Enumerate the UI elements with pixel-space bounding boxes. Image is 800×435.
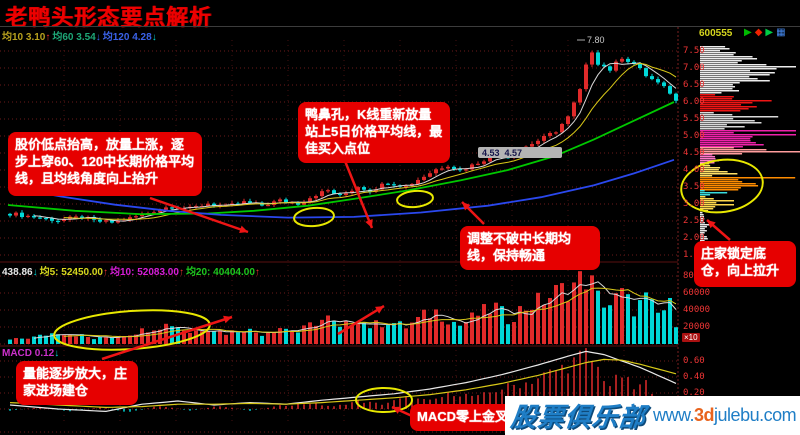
url-rest: julebu.com (714, 405, 797, 425)
annotation-box: 庄家锁定底仓，向上拉升 (694, 241, 796, 287)
indicator-label: 均60 3.54 (52, 32, 96, 43)
macd-indicator-row: MACD 0.12↓ (2, 348, 61, 359)
signal-icon[interactable]: ◆ (754, 27, 763, 38)
tooltip-value-right: 4.57 (504, 147, 523, 158)
trend-arrow-icon: ↓ (32, 267, 38, 278)
axis-tick-label: 3.50 (683, 182, 705, 192)
indicator-label: 均20: 40404.00 (185, 267, 255, 278)
indicator-label: 均5: 52450.00 (39, 267, 103, 278)
page-title: 老鸭头形态要点解析 (5, 5, 213, 30)
axis-tick-label: 60000 (683, 288, 711, 298)
axis-tick-label: 0.20 (683, 388, 705, 398)
watermark-brand: 股票俱乐部 (509, 402, 648, 432)
trend-arrow-icon: ↓ (54, 348, 60, 359)
indicator-label: 438.86 (2, 267, 33, 278)
axis-tick-label: 3.00 (683, 199, 705, 209)
flag-icon[interactable]: ▶ (744, 27, 752, 38)
title-divider (0, 26, 800, 27)
volume-indicator-row: 438.86↓ 均5: 52450.00↑ 均10: 52083.00↑ 均20: 4… (2, 263, 262, 278)
axis-tick-label: 6.00 (683, 97, 705, 107)
ma-indicator-row: 均10 3.10↑ 均60 3.54↓ 均120 4.28↓ (2, 28, 159, 43)
axis-tick-label: 5.00 (683, 131, 705, 141)
axis-tick-label: 40000 (683, 305, 711, 315)
trend-arrow-icon: ↓ (95, 32, 101, 43)
trend-arrow-icon: ↑ (178, 267, 184, 278)
axis-tick-label: 0.40 (683, 372, 705, 382)
tooltip-value-left: 4.53 (482, 147, 500, 158)
annotation-box: 量能逐步放大，庄家进场建仓 (16, 361, 138, 405)
trend-arrow-icon: ↑ (45, 32, 51, 43)
url-www: www. (653, 405, 695, 425)
indicator-label: 均120 4.28 (102, 32, 152, 43)
arrow-right-icon[interactable]: ▶ (765, 27, 774, 38)
axis-tick-label: 7.00 (683, 63, 705, 73)
trend-arrow-icon: ↑ (254, 267, 260, 278)
indicator-label: MACD 0.12 (2, 348, 55, 359)
axis-tick-label: 5.50 (683, 114, 705, 124)
watermark-url[interactable]: www.3djulebu.com (653, 405, 797, 426)
axis-tick-label: 6.50 (683, 80, 705, 90)
indicator-label: 均10: 52083.00 (109, 267, 179, 278)
annotation-box: 股价低点抬高，放量上涨，逐步上穿60、120中长期价格平均线，且均线角度向上抬升 (8, 132, 202, 196)
annotation-box: 鸭鼻孔，K线重新放量站上5日价格平均线，最佳买入点位 (298, 102, 450, 163)
stock-code-label: 600555 (699, 28, 733, 39)
trend-arrow-icon: ↑ (102, 267, 108, 278)
indicator-label: 均10 3.10 (2, 32, 46, 43)
axis-tick-label: 4.00 (683, 165, 705, 175)
axis-tick-label: 4.50 (683, 148, 705, 158)
url-highlight: 3d (694, 405, 715, 425)
axis-tick-label: 1.50 (683, 250, 705, 260)
volume-unit-label: ×10 (682, 333, 700, 342)
axis-tick-label: 2.50 (683, 216, 705, 226)
annotation-box: 调整不破中长期均线，保持畅通 (460, 226, 600, 270)
grid-icon[interactable]: ▦ (776, 27, 786, 38)
peak-price-label: 7.80 (587, 35, 605, 45)
axis-tick-label: 2.00 (683, 233, 705, 243)
axis-tick-label: 7.50 (683, 46, 705, 56)
trend-arrow-icon: ↓ (151, 32, 157, 43)
price-tooltip: 4.53 4.57 (478, 147, 562, 158)
axis-tick-label: 0.60 (683, 356, 705, 366)
watermark: 股票俱乐部 www.3djulebu.com (505, 396, 800, 435)
toolbar-icons: ▶ ◆ ▶ ▦ (744, 27, 786, 39)
axis-tick-label: 20000 (683, 322, 711, 332)
